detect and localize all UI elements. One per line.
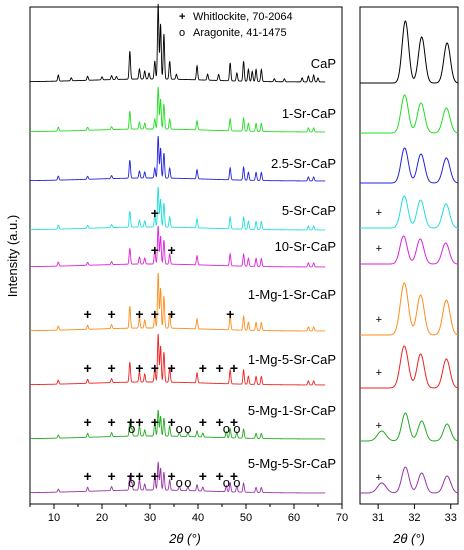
whitlockite-marker: + [168,306,176,322]
zoom-series-line-1-mg-5-sr-cap [360,345,459,389]
series-label-1-mg-5-sr-cap: 1-Mg-5-Sr-CaP [248,352,336,367]
zoom-series-line-5-sr-cap [360,195,459,229]
series-line-5-mg-1-sr-cap [29,409,326,440]
whitlockite-marker: + [199,468,207,484]
x-tick-label-main: 10 [48,512,60,524]
whitlockite-marker: + [199,360,207,376]
series-label-1-sr-cap: 1-Sr-CaP [282,106,336,121]
aragonite-marker: o [128,421,135,436]
whitlockite-marker: + [168,242,176,258]
zoom-series-line-5-mg-1-sr-cap [360,412,459,442]
aragonite-marker: o [233,421,240,436]
zoom-whitlockite-marker: + [376,207,382,219]
aragonite-marker: o [184,475,191,490]
zoom-whitlockite-marker: + [376,420,382,432]
series-label-10-sr-cap: 10-Sr-CaP [275,239,336,254]
aragonite-marker: o [176,475,183,490]
whitlockite-marker: + [135,306,143,322]
whitlockite-marker: + [84,360,92,376]
zoom-whitlockite-marker: + [376,472,382,484]
series-line-5-sr-cap [29,186,326,231]
series-label-2-5-sr-cap: 2.5-Sr-CaP [271,156,336,171]
whitlockite-marker: + [230,360,238,376]
series-label-1-mg-1-sr-cap: 1-Mg-1-Sr-CaP [248,287,336,302]
series-label-5-sr-cap: 5-Sr-CaP [282,203,336,218]
whitlockite-marker: + [84,468,92,484]
zoom-series-line-5-mg-5-sr-cap [360,466,459,494]
whitlockite-marker: + [108,306,116,322]
zoom-series-line-2-5-sr-cap [360,147,459,184]
whitlockite-marker: + [151,468,159,484]
whitlockite-marker: + [84,306,92,322]
x-axis-title-zoom: 2θ (°) [392,531,425,546]
whitlockite-marker: + [108,414,116,430]
whitlockite-marker: + [216,414,224,430]
legend-marker-whitlockite: + [179,11,185,23]
series-line-1-mg-5-sr-cap [29,333,326,386]
zoom-series-line-10-sr-cap [360,235,459,265]
whitlockite-marker: + [151,205,159,221]
zoom-plot-frame [359,6,459,505]
aragonite-marker: o [184,421,191,436]
x-tick-label-zoom: 33 [445,512,457,524]
aragonite-marker: o [223,475,230,490]
legend-label-whitlockite: Whitlockite, 70-2064 [193,11,293,23]
zoom-whitlockite-marker: + [376,243,382,255]
whitlockite-marker: + [135,468,143,484]
series-line-10-sr-cap [29,225,326,268]
x-tick-label-zoom: 31 [372,512,384,524]
zoom-whitlockite-marker: + [376,314,382,326]
series-label-5-mg-5-sr-cap: 5-Mg-5-Sr-CaP [248,456,336,471]
whitlockite-marker: + [151,414,159,430]
aragonite-marker: o [128,475,135,490]
whitlockite-marker: + [135,414,143,430]
zoom-whitlockite-marker: + [376,367,382,379]
whitlockite-marker: + [199,414,207,430]
series-line-cap [29,3,326,83]
x-tick-label-main: 40 [192,512,204,524]
whitlockite-marker: + [216,360,224,376]
whitlockite-marker: + [216,468,224,484]
x-tick-label-main: 20 [96,512,108,524]
aragonite-marker: o [223,421,230,436]
whitlockite-marker: + [168,414,176,430]
x-tick-label-main: 30 [144,512,156,524]
whitlockite-marker: + [226,306,234,322]
legend: + Whitlockite, 70-2064 o Aragonite, 41-1… [179,11,293,39]
series-label-cap: CaP [311,56,336,71]
x-tick-label-main: 50 [240,512,252,524]
whitlockite-marker: + [151,242,159,258]
whitlockite-marker: + [108,360,116,376]
whitlockite-marker: + [151,306,159,322]
whitlockite-marker: + [84,414,92,430]
whitlockite-marker: + [127,468,135,484]
zoom-series-line-1-sr-cap [360,94,459,134]
whitlockite-marker: + [135,360,143,376]
x-tick-label-zoom: 32 [408,512,420,524]
main-plot-frame [29,6,343,505]
series-line-1-mg-1-sr-cap [29,272,326,332]
aragonite-marker: o [176,421,183,436]
whitlockite-marker: + [151,360,159,376]
series-line-5-mg-5-sr-cap [29,461,326,494]
y-axis-title: Intensity (a.u.) [5,215,20,297]
series-line-2-5-sr-cap [29,135,326,182]
zoom-series-line-1-mg-1-sr-cap [360,282,459,336]
series-label-5-mg-1-sr-cap: 5-Mg-1-Sr-CaP [248,403,336,418]
x-tick-label-main: 70 [336,512,348,524]
aragonite-marker: o [233,475,240,490]
whitlockite-marker: + [230,414,238,430]
series-line-1-sr-cap [29,86,326,133]
whitlockite-marker: + [168,360,176,376]
whitlockite-marker: + [168,468,176,484]
x-axis-title-main: 2θ (°) [168,531,201,546]
whitlockite-marker: + [108,468,116,484]
zoom-series-line-cap [360,20,459,84]
legend-marker-aragonite: o [179,27,185,39]
whitlockite-marker: + [127,414,135,430]
x-tick-label-main: 60 [288,512,300,524]
whitlockite-marker: + [230,468,238,484]
legend-label-aragonite: Aragonite, 41-1475 [193,27,287,39]
